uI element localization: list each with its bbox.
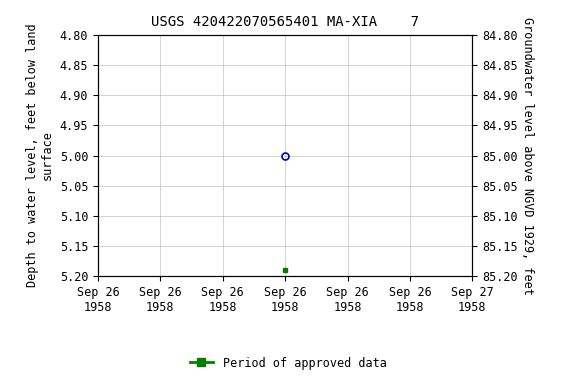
Legend: Period of approved data: Period of approved data <box>185 352 391 374</box>
Title: USGS 420422070565401 MA-XIA    7: USGS 420422070565401 MA-XIA 7 <box>151 15 419 29</box>
Y-axis label: Depth to water level, feet below land
surface: Depth to water level, feet below land su… <box>26 24 54 287</box>
Y-axis label: Groundwater level above NGVD 1929, feet: Groundwater level above NGVD 1929, feet <box>521 17 535 295</box>
